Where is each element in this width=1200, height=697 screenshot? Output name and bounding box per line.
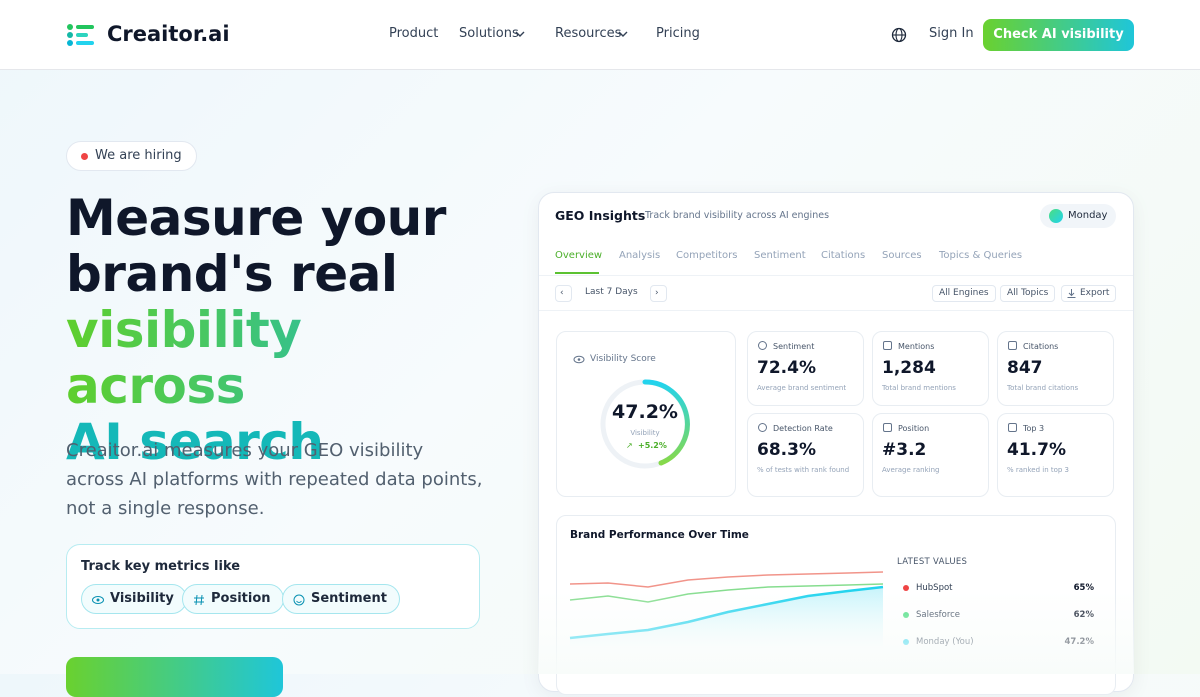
stat-note: % ranked in top 3 bbox=[1007, 466, 1070, 474]
stat-label: Detection Rate bbox=[773, 424, 833, 433]
divider bbox=[539, 275, 1133, 276]
sign-in[interactable]: Sign In bbox=[929, 26, 974, 41]
filter[interactable]: All Topics bbox=[1000, 285, 1056, 302]
hero-description: Creaitor.ai measures your GEO visibility… bbox=[66, 440, 483, 519]
stat-value: 72.4% bbox=[757, 358, 816, 378]
range[interactable]: Last 7 Days bbox=[579, 285, 644, 302]
stat-value: #3.2 bbox=[882, 440, 927, 460]
metric-chip[interactable]: Visibility bbox=[81, 584, 187, 614]
day-dot bbox=[1049, 209, 1063, 223]
stat-icon bbox=[883, 341, 892, 350]
chip-icon bbox=[194, 594, 204, 606]
stat-note: % of tests with rank found bbox=[757, 466, 850, 474]
globe-icon[interactable] bbox=[891, 27, 907, 43]
tab[interactable]: Topics & Queries bbox=[939, 250, 1023, 261]
score-change: ↗ +5.2% bbox=[626, 441, 667, 450]
metric-chip[interactable]: Sentiment bbox=[282, 584, 400, 614]
tab[interactable]: Overview bbox=[555, 250, 603, 261]
score-change-text: +5.2% bbox=[638, 441, 667, 450]
prev-button[interactable]: ‹ bbox=[555, 285, 572, 302]
chip-label: Visibility bbox=[110, 591, 174, 606]
day-pill[interactable]: Monday bbox=[1040, 204, 1116, 228]
score-caption: Visibility bbox=[630, 429, 660, 437]
title-line: brand's real bbox=[66, 245, 398, 303]
score-label: Visibility Score bbox=[573, 354, 656, 364]
nav-link[interactable]: Solutions bbox=[459, 26, 519, 41]
tab[interactable]: Sources bbox=[882, 250, 922, 261]
trend-icon: ↗ bbox=[626, 441, 633, 450]
nav-link[interactable]: Product bbox=[389, 26, 439, 41]
badge-dot bbox=[81, 153, 88, 160]
divider bbox=[539, 310, 1133, 311]
cta-button[interactable]: Check AI visibility bbox=[983, 19, 1134, 51]
day-label: Monday bbox=[1068, 210, 1108, 221]
hero-title: Measure your brand's real visibility acr… bbox=[66, 190, 466, 470]
stat-icon bbox=[758, 423, 767, 432]
fade-overlay bbox=[538, 590, 1134, 674]
score-gauge bbox=[600, 379, 690, 469]
stat-icon bbox=[1008, 423, 1017, 432]
tab[interactable]: Competitors bbox=[676, 250, 738, 261]
stat-note: Total brand citations bbox=[1007, 384, 1079, 392]
stat-value: 1,284 bbox=[882, 358, 936, 378]
next-button[interactable]: › bbox=[650, 285, 667, 302]
stat-note: Total brand mentions bbox=[882, 384, 956, 392]
stat-note: Average brand sentiment bbox=[757, 384, 847, 392]
chip-icon bbox=[92, 596, 104, 604]
chart-title: Brand Performance Over Time bbox=[570, 529, 749, 541]
nav-link[interactable]: Pricing bbox=[656, 26, 700, 41]
chevron bbox=[618, 31, 628, 37]
chip-label: Position bbox=[211, 591, 271, 606]
stat-label: Mentions bbox=[898, 342, 935, 351]
score-card bbox=[556, 331, 736, 497]
legend-title: LATEST VALUES bbox=[897, 557, 968, 567]
tab[interactable]: Sentiment bbox=[754, 250, 806, 261]
score-label-text: Visibility Score bbox=[590, 354, 656, 364]
dashboard-subtitle: Track brand visibility across AI engines bbox=[645, 210, 830, 221]
stat-icon bbox=[1008, 341, 1017, 350]
export-icon bbox=[1067, 289, 1076, 298]
stat-label: Citations bbox=[1023, 342, 1059, 351]
stat-note: Average ranking bbox=[882, 466, 940, 474]
eye-icon bbox=[573, 355, 585, 364]
export-label: Export bbox=[1080, 288, 1110, 298]
chevron bbox=[515, 31, 525, 37]
hiring-badge[interactable]: We are hiring bbox=[66, 141, 197, 171]
stat-icon bbox=[758, 341, 767, 350]
brand[interactable]: Creaitor.ai bbox=[107, 22, 230, 46]
stat-value: 41.7% bbox=[1007, 440, 1066, 460]
title-line: Measure your bbox=[66, 189, 446, 247]
dashboard-title: GEO Insights bbox=[555, 208, 646, 223]
stat-label: Position bbox=[898, 424, 930, 433]
export-button[interactable]: Export bbox=[1061, 285, 1117, 302]
badge-text: We are hiring bbox=[95, 148, 182, 163]
legend-name: HubSpot bbox=[916, 583, 953, 593]
tab-underline bbox=[555, 272, 599, 274]
stat-label: Top 3 bbox=[1023, 424, 1045, 433]
navbar: Creaitor.ai Product Solutions Resources … bbox=[0, 0, 1200, 70]
stat-value: 847 bbox=[1007, 358, 1043, 378]
tab[interactable]: Citations bbox=[821, 250, 866, 261]
legend-dot bbox=[903, 585, 909, 591]
title-accent: AI search bbox=[66, 413, 324, 471]
chip-icon bbox=[293, 594, 305, 606]
title-accent: visibility across bbox=[66, 302, 466, 414]
stat-label: Sentiment bbox=[773, 342, 815, 351]
metrics-title: Track key metrics like bbox=[81, 559, 241, 574]
filter[interactable]: All Engines bbox=[932, 285, 996, 302]
chip-label: Sentiment bbox=[311, 591, 387, 606]
logo-icon bbox=[67, 24, 94, 46]
score-value: 47.2% bbox=[612, 401, 678, 423]
nav-link[interactable]: Resources bbox=[555, 26, 622, 41]
hero-cta[interactable] bbox=[66, 657, 283, 697]
metric-chip[interactable]: Position bbox=[182, 584, 284, 614]
tab[interactable]: Analysis bbox=[619, 250, 661, 261]
legend-value: 65% bbox=[1073, 583, 1094, 593]
stat-value: 68.3% bbox=[757, 440, 816, 460]
stat-icon bbox=[883, 423, 892, 432]
